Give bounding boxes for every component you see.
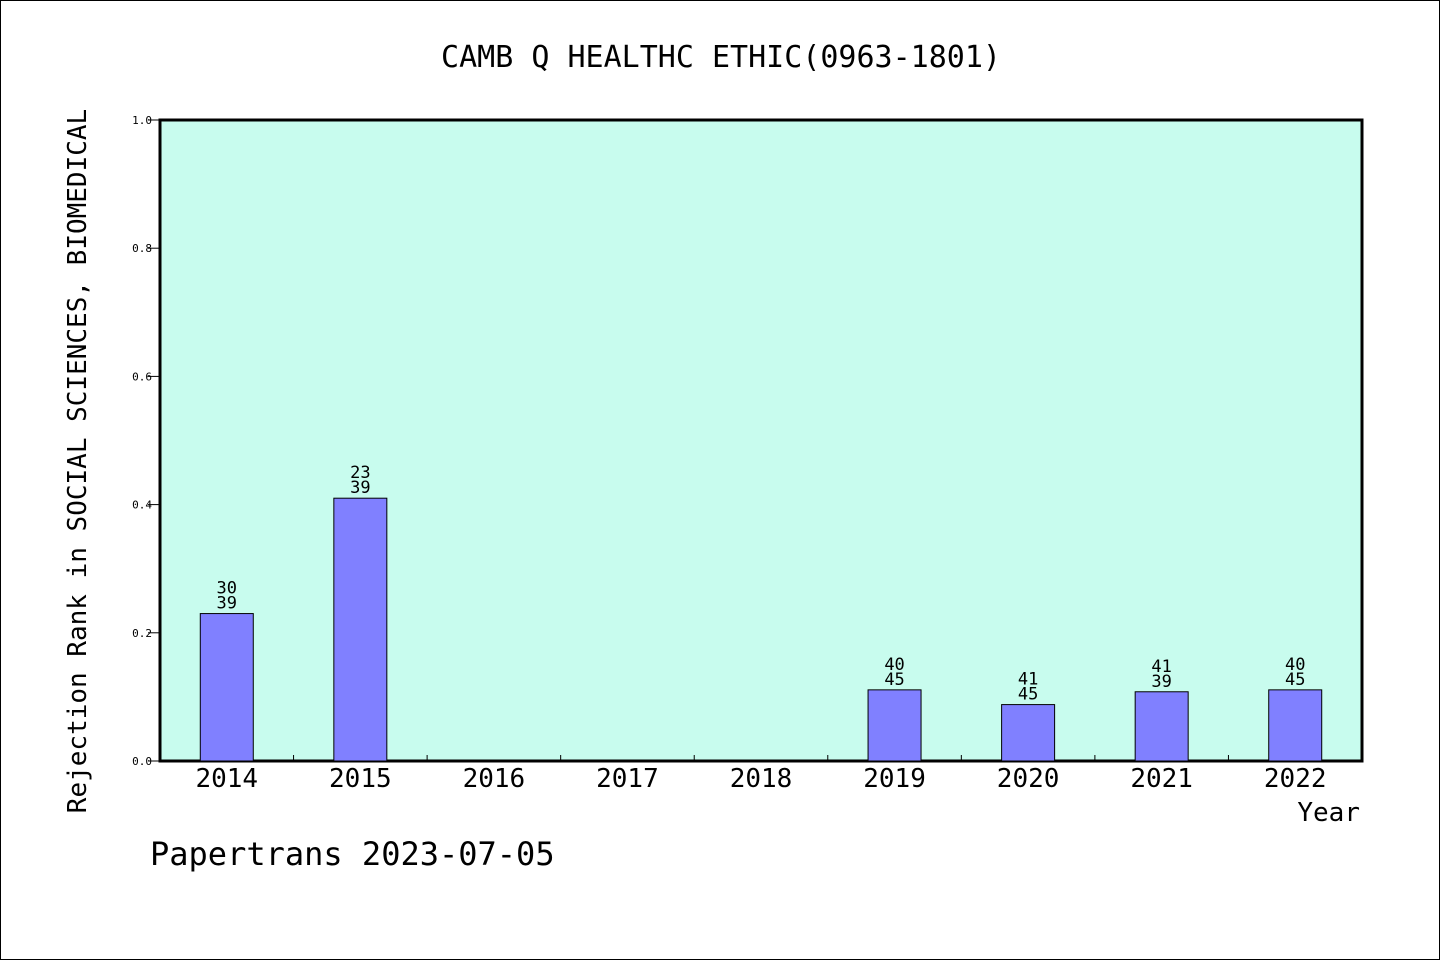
footer-credit: Papertrans 2023-07-05: [150, 835, 555, 873]
x-tick-label: 2019: [863, 764, 926, 794]
x-tick-label: 2015: [329, 764, 392, 794]
bar: [1134, 691, 1189, 762]
y-axis: 0.0 0.2 0.4 0.6 0.8 1.0: [132, 114, 160, 768]
bar-label-top: 41: [1151, 657, 1171, 677]
y-tick-label: 0.8: [132, 242, 152, 255]
x-axis: 2014 2015 2016 2017 2018 2019 2020 2021 2022: [195, 755, 1327, 794]
bar-label-bottom: 45: [1018, 685, 1038, 705]
bar-label-top: 23: [350, 463, 370, 483]
bar-label-top: 40: [1285, 655, 1305, 675]
bar: [867, 689, 922, 762]
y-tick-label: 0.6: [132, 370, 152, 383]
y-tick-label: 1.0: [132, 114, 152, 127]
x-tick-label: 2017: [596, 764, 659, 794]
bar: [1001, 704, 1056, 762]
bar-label-bottom: 39: [217, 594, 237, 614]
bar-label-top: 30: [217, 579, 237, 599]
bar-label-bottom: 45: [884, 670, 904, 690]
bar-label-bottom: 39: [350, 478, 370, 498]
y-tick-label: 0.4: [132, 499, 152, 512]
y-axis-label: Rejection Rank in SOCIAL SCIENCES, BIOME…: [63, 109, 93, 813]
y-tick-label: 0.0: [132, 755, 152, 768]
bar-label-top: 40: [884, 655, 904, 675]
bar-label-bottom: 39: [1151, 672, 1171, 692]
x-tick-label: 2018: [730, 764, 793, 794]
bar: [199, 613, 254, 762]
bar-label-bottom: 45: [1285, 670, 1305, 690]
bar-label-top: 41: [1018, 670, 1038, 690]
x-tick-label: 2014: [195, 764, 258, 794]
chart-title: CAMB Q HEALTHC ETHIC(0963-1801): [441, 40, 1001, 75]
x-tick-label: 2022: [1264, 764, 1327, 794]
x-tick-label: 2021: [1130, 764, 1193, 794]
bar: [1268, 689, 1323, 762]
x-axis-label: Year: [1297, 798, 1360, 828]
x-tick-label: 2020: [997, 764, 1060, 794]
x-tick-label: 2016: [463, 764, 526, 794]
y-tick-label: 0.2: [132, 627, 152, 640]
bar: [333, 497, 388, 762]
